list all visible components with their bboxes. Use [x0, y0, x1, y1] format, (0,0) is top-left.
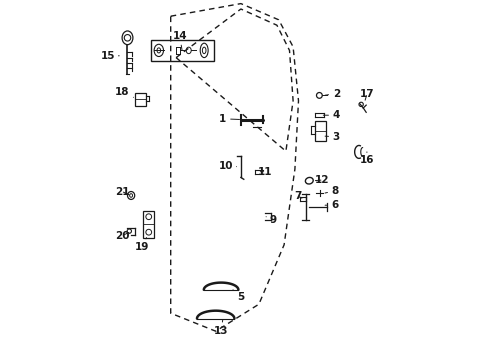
Text: 17: 17	[359, 89, 373, 100]
Text: 4: 4	[323, 110, 339, 120]
Text: 9: 9	[265, 215, 276, 225]
Text: 13: 13	[213, 320, 228, 336]
Text: 12: 12	[314, 175, 329, 185]
Text: 18: 18	[115, 87, 133, 97]
Text: 16: 16	[359, 152, 373, 165]
Text: 21: 21	[115, 186, 129, 197]
Text: 2: 2	[325, 89, 339, 99]
Text: 20: 20	[115, 231, 129, 241]
Text: 7: 7	[293, 191, 301, 201]
Text: 10: 10	[219, 161, 236, 171]
Bar	[142, 211, 154, 238]
Text: 6: 6	[325, 200, 337, 210]
Text: 15: 15	[101, 51, 119, 61]
Text: 1: 1	[219, 114, 239, 124]
Text: 3: 3	[325, 132, 339, 142]
Text: 5: 5	[232, 290, 244, 302]
Text: 11: 11	[257, 167, 272, 177]
Bar	[314, 121, 325, 141]
Bar	[151, 40, 213, 61]
Text: 19: 19	[134, 238, 149, 252]
Text: 8: 8	[325, 186, 338, 196]
Text: 14: 14	[172, 31, 186, 50]
Bar	[135, 93, 145, 106]
